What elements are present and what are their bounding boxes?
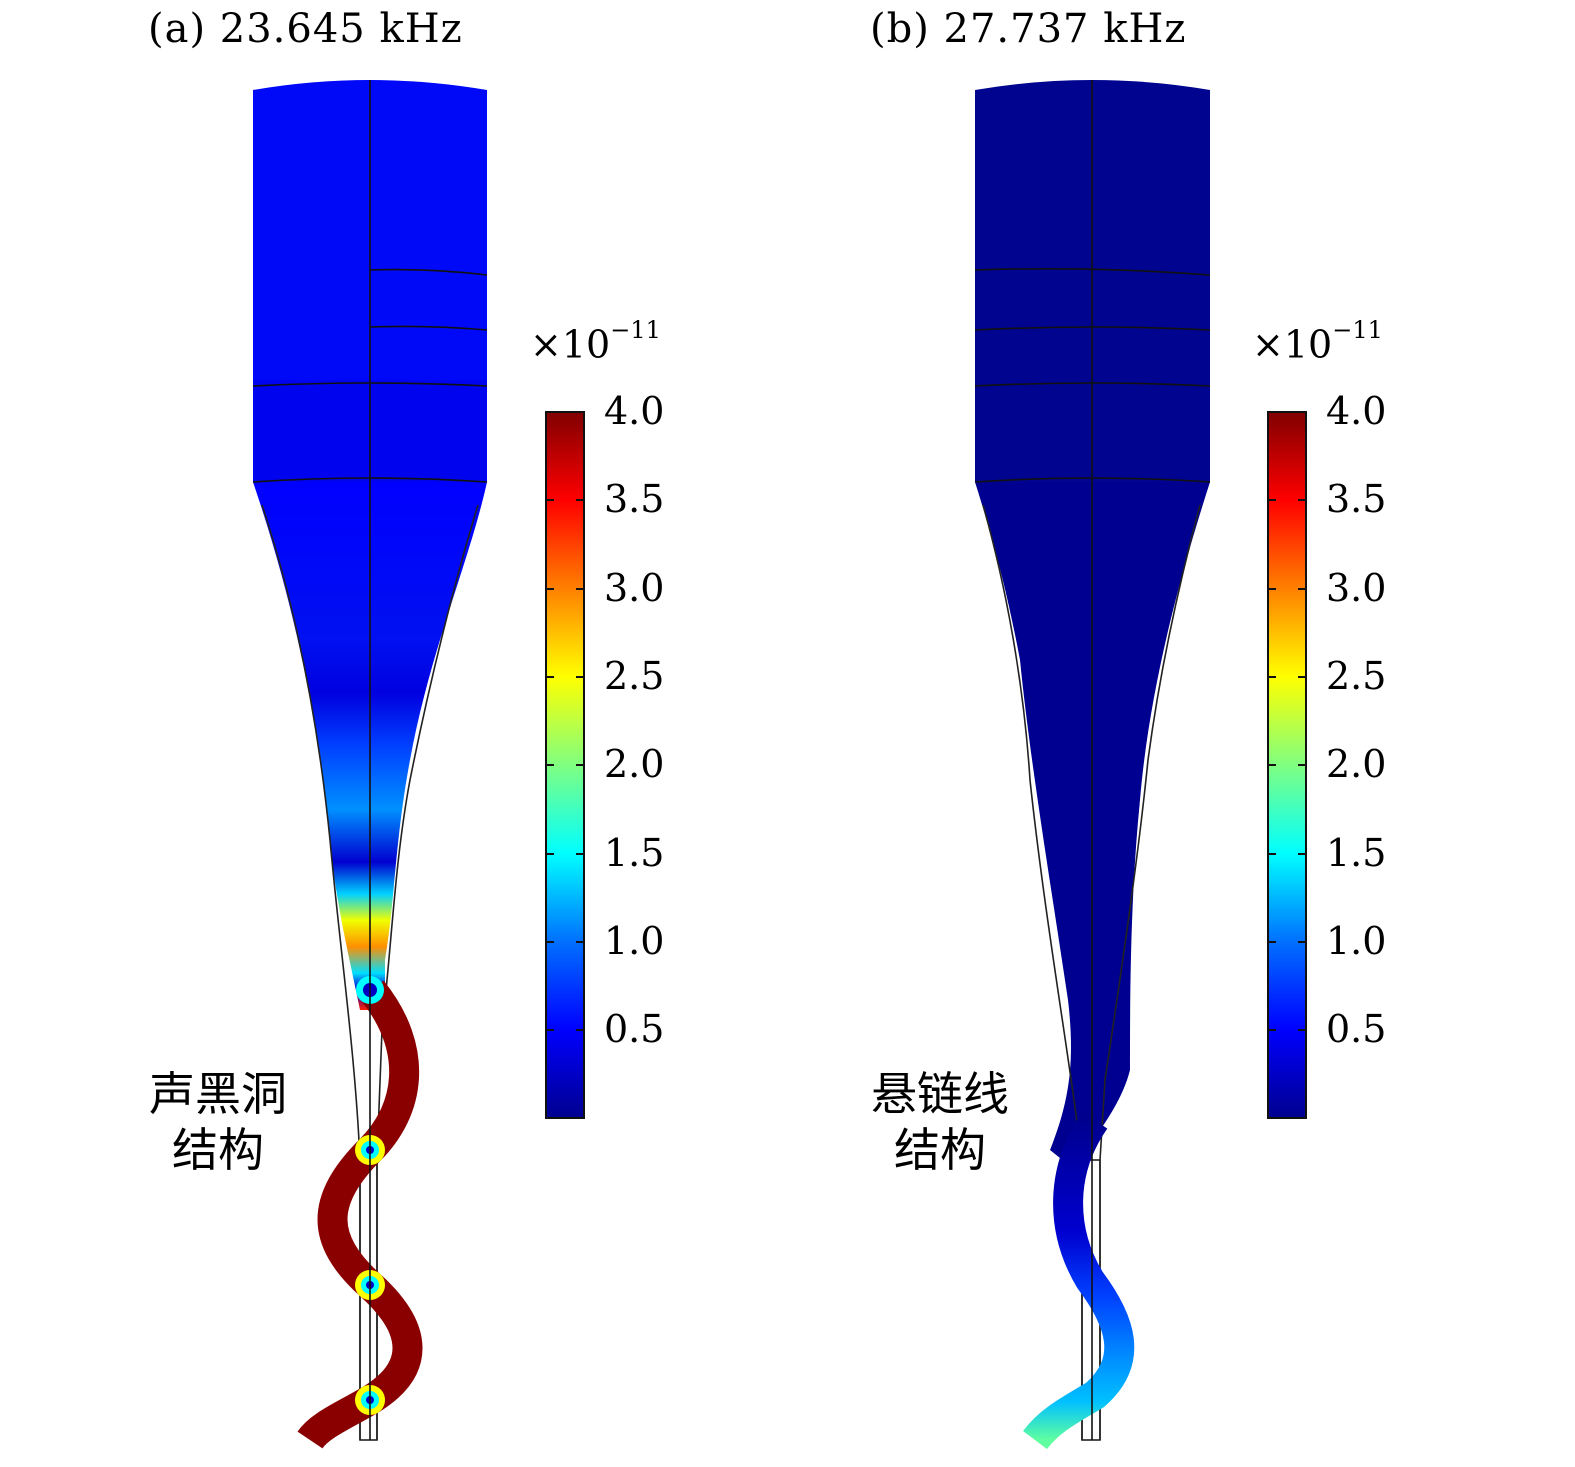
panel-b-exponent-base: ×10	[1252, 322, 1333, 367]
panel-b-structure-label-line2: 结构	[894, 1123, 986, 1177]
panel-b-exponent-power: −11	[1332, 316, 1383, 344]
panel-b-colorbar-exponent: ×10−11	[1252, 316, 1383, 367]
panel-a-tick-label: 4.0	[604, 389, 665, 433]
panel-a-tick-label: 3.0	[604, 566, 665, 610]
panel-b-tick-label: 1.5	[1326, 831, 1387, 875]
panel-b-structure	[974, 80, 1211, 1450]
panel-a-tick-label: 3.5	[604, 477, 665, 521]
panel-b-wavy-tail	[1023, 1111, 1135, 1450]
panel-b-title: (b) 27.737 kHz	[870, 6, 1187, 52]
panel-a-title: (a) 23.645 kHz	[148, 6, 463, 52]
panel-b-structure-label: 悬链线 结构	[860, 1066, 1020, 1178]
panel-b-tick-label: 2.0	[1326, 742, 1387, 786]
panel-a-exponent-power: −11	[610, 316, 661, 344]
panel-a-structure-label-line1: 声黑洞	[149, 1067, 287, 1121]
panel-b-tick-label: 3.5	[1326, 477, 1387, 521]
panel-a-structure-label-line2: 结构	[172, 1123, 264, 1177]
panel-b-colorbar	[1267, 411, 1307, 1119]
panel-a-nodes	[355, 976, 385, 1415]
panel-a-structure	[252, 80, 488, 1450]
panel-b-tick-label: 2.5	[1326, 654, 1387, 698]
panel-a-tick-label: 2.0	[604, 742, 665, 786]
panel-b-tick-label: 1.0	[1326, 919, 1387, 963]
panel-a-colorbar-exponent: ×10−11	[530, 316, 661, 367]
panel-a-exponent-base: ×10	[530, 322, 611, 367]
panel-b-tick-label: 0.5	[1326, 1007, 1387, 1051]
panel-a-colorbar	[545, 411, 585, 1119]
panel-b-tick-label: 3.0	[1326, 566, 1387, 610]
panel-b-structure-label-line1: 悬链线	[871, 1067, 1009, 1121]
panel-a-structure-label: 声黑洞 结构	[138, 1066, 298, 1178]
panel-a-wavy-tail	[297, 980, 423, 1450]
panel-b-tick-label: 4.0	[1326, 389, 1387, 433]
panel-a-tick-label: 1.0	[604, 919, 665, 963]
panel-a-tick-label: 0.5	[604, 1007, 665, 1051]
panel-a-tick-label: 1.5	[604, 831, 665, 875]
panel-a-tick-label: 2.5	[604, 654, 665, 698]
